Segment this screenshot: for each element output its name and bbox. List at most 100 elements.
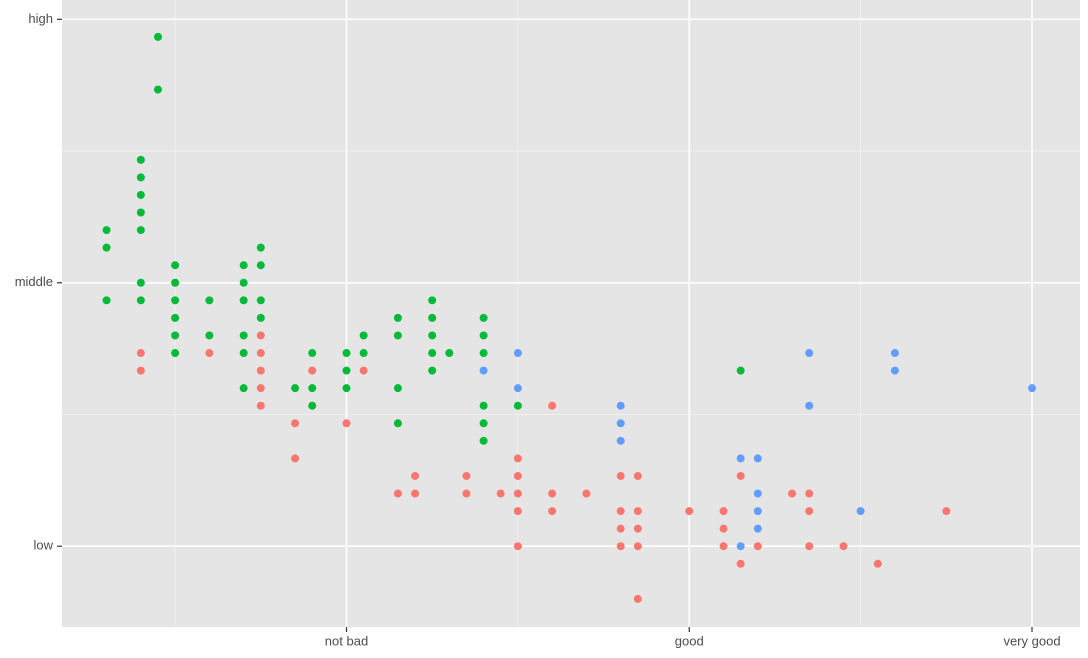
point [805, 542, 814, 551]
point [445, 349, 454, 358]
point [719, 542, 728, 551]
y-tick-label: low [33, 538, 53, 553]
point [171, 331, 180, 340]
point [308, 366, 317, 375]
point [805, 507, 814, 516]
point [616, 419, 625, 428]
point [633, 507, 642, 516]
point [428, 366, 437, 375]
point [256, 313, 265, 322]
point [633, 524, 642, 533]
point [171, 296, 180, 305]
point [153, 32, 162, 41]
point [256, 296, 265, 305]
point [479, 419, 488, 428]
y-tick-label: middle [15, 274, 53, 289]
point [479, 331, 488, 340]
point [359, 349, 368, 358]
point [753, 524, 762, 533]
point [479, 349, 488, 358]
point [513, 471, 522, 480]
point [256, 401, 265, 410]
point [1028, 384, 1037, 393]
point [616, 436, 625, 445]
point [513, 384, 522, 393]
point [685, 507, 694, 516]
point [479, 366, 488, 375]
point [256, 349, 265, 358]
point [342, 384, 351, 393]
point [291, 419, 300, 428]
point [513, 507, 522, 516]
point [239, 384, 248, 393]
x-tick-label: not bad [325, 633, 368, 648]
point [736, 454, 745, 463]
point [256, 261, 265, 270]
point [342, 349, 351, 358]
point [171, 313, 180, 322]
point [153, 85, 162, 94]
point [616, 401, 625, 410]
point [205, 296, 214, 305]
point [136, 278, 145, 287]
point [736, 366, 745, 375]
point [239, 278, 248, 287]
point [548, 507, 557, 516]
point [496, 489, 505, 498]
point [805, 349, 814, 358]
point [428, 331, 437, 340]
point [393, 384, 402, 393]
point [239, 296, 248, 305]
point [136, 296, 145, 305]
point [393, 331, 402, 340]
point [308, 384, 317, 393]
point [428, 349, 437, 358]
x-tick-label: good [675, 633, 704, 648]
point [136, 349, 145, 358]
point [805, 489, 814, 498]
point [411, 471, 420, 480]
point [548, 489, 557, 498]
point [736, 559, 745, 568]
point [873, 559, 882, 568]
point [393, 313, 402, 322]
point [359, 366, 368, 375]
point [256, 366, 265, 375]
point [633, 594, 642, 603]
point [582, 489, 591, 498]
point [359, 331, 368, 340]
point [788, 489, 797, 498]
point [548, 401, 557, 410]
point [136, 173, 145, 182]
point [205, 349, 214, 358]
point [616, 471, 625, 480]
point [256, 243, 265, 252]
point [479, 313, 488, 322]
point [102, 296, 111, 305]
point [462, 489, 471, 498]
point [616, 542, 625, 551]
point [513, 454, 522, 463]
x-tick-label: very good [1003, 633, 1060, 648]
point [753, 489, 762, 498]
point [479, 401, 488, 410]
plot-panel [62, 0, 1080, 627]
point [256, 331, 265, 340]
point [462, 471, 471, 480]
point [256, 384, 265, 393]
point [308, 349, 317, 358]
point [805, 401, 814, 410]
point [136, 155, 145, 164]
point [856, 507, 865, 516]
point [291, 454, 300, 463]
point [342, 366, 351, 375]
point [171, 349, 180, 358]
y-tick-label: high [28, 11, 53, 26]
point [239, 261, 248, 270]
point [736, 542, 745, 551]
point [890, 366, 899, 375]
point [616, 507, 625, 516]
point [239, 349, 248, 358]
point [428, 313, 437, 322]
